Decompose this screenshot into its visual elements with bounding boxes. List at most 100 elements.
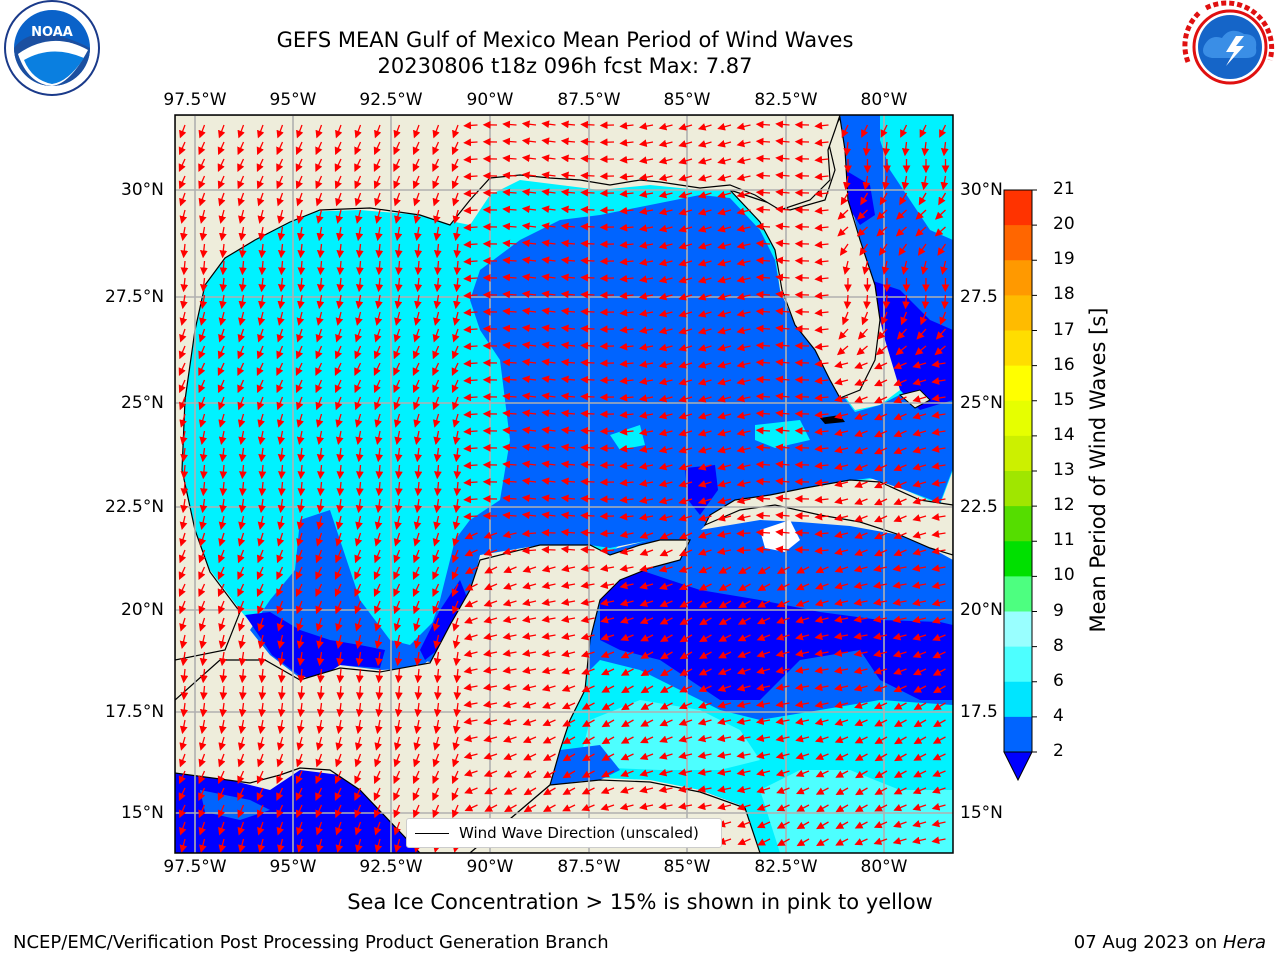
wind-arrow: [619, 189, 634, 198]
wind-arrow: [502, 341, 517, 350]
wind-arrow: [658, 139, 673, 148]
wind-arrow: [296, 430, 305, 445]
wind-arrow: [277, 447, 286, 463]
wind-arrow: [463, 172, 478, 181]
wind-arrow: [658, 309, 673, 318]
wind-arrow: [238, 209, 246, 224]
wind-arrow: [775, 222, 790, 231]
wind-arrow: [502, 205, 517, 214]
wind-arrow: [638, 428, 654, 437]
wind-arrow: [736, 479, 751, 488]
wind-arrow: [276, 328, 285, 343]
wind-arrow: [453, 243, 462, 259]
wind-arrow: [775, 307, 790, 316]
wind-arrow: [502, 375, 517, 384]
wind-arrow: [218, 396, 226, 411]
wind-arrow: [814, 342, 829, 351]
colorbar-segment: [1004, 506, 1032, 542]
wind-arrow: [335, 328, 343, 343]
wind-arrow: [335, 192, 343, 207]
wind-arrow: [297, 447, 306, 463]
wind-arrow: [931, 394, 946, 402]
wind-arrow: [843, 294, 852, 310]
wind-arrow: [297, 481, 306, 497]
wind-arrow: [433, 447, 442, 463]
wind-arrow: [502, 273, 517, 282]
wind-arrow: [854, 429, 868, 438]
wind-arrow: [697, 378, 712, 386]
wind-arrow: [541, 392, 556, 401]
lat-label-right: 22.5: [960, 497, 998, 517]
wind-arrow: [878, 243, 888, 256]
sea-ice-note: Sea Ice Concentration > 15% is shown in …: [347, 890, 933, 914]
wind-arrow: [580, 154, 595, 163]
lat-label-right: 15°N: [960, 803, 1003, 823]
wind-arrow: [920, 260, 929, 275]
colorbar-tick-label: 4: [1053, 705, 1064, 726]
nws-logo-icon: [1182, 0, 1278, 95]
wind-arrow: [296, 192, 304, 207]
wind-arrow: [560, 409, 576, 418]
colorbar-tick-label: 16: [1053, 354, 1075, 375]
wind-arrow: [736, 445, 751, 454]
wind-arrow: [336, 243, 345, 259]
colorbar-segment: [1004, 576, 1032, 612]
lat-label-left: 30°N: [121, 180, 164, 200]
wind-arrow: [199, 209, 207, 224]
wind-arrow: [373, 141, 381, 156]
wind-arrow: [256, 175, 264, 190]
wind-arrow: [638, 377, 654, 386]
wind-arrow: [854, 378, 868, 387]
wind-arrow: [921, 294, 930, 310]
wind-arrow: [521, 426, 537, 435]
wind-arrow: [316, 430, 325, 445]
wind-arrow: [931, 411, 946, 419]
lon-label-top: 85°W: [663, 90, 711, 110]
wind-arrow: [412, 158, 420, 172]
wind-arrow: [560, 137, 576, 146]
colorbar-segment: [1004, 646, 1032, 683]
wind-arrow: [678, 259, 693, 267]
wind-arrow: [521, 375, 537, 384]
wind-arrow: [278, 464, 286, 480]
wind-arrow: [256, 379, 264, 394]
wind-arrow: [355, 209, 363, 224]
wind-arrow: [502, 120, 517, 129]
wind-arrow: [521, 477, 537, 486]
wind-arrow: [354, 379, 362, 394]
wind-arrow: [736, 122, 751, 131]
wind-arrow: [638, 411, 654, 420]
wind-arrow: [838, 328, 849, 340]
wind-arrow: [463, 495, 478, 504]
wind-arrow: [560, 324, 576, 333]
wind-arrow: [619, 325, 634, 334]
lon-label-bottom: 97.5°W: [163, 857, 227, 877]
wind-arrow: [463, 444, 478, 453]
wind-arrow: [814, 240, 829, 249]
wind-arrow: [521, 494, 537, 503]
wind-arrow: [413, 396, 421, 411]
wind-arrow: [354, 192, 362, 207]
wind-arrow: [736, 156, 751, 165]
lon-label-top: 80°W: [860, 90, 908, 110]
wind-arrow: [736, 343, 751, 352]
wind-arrow: [238, 226, 247, 242]
wind-arrow: [736, 258, 751, 267]
wind-arrow: [861, 311, 869, 326]
wind-arrow: [354, 362, 362, 376]
wind-arrow: [755, 511, 771, 520]
wind-arrow: [375, 243, 384, 259]
wind-arrow: [180, 481, 189, 497]
wind-arrow: [717, 479, 732, 488]
wind-arrow: [257, 311, 266, 326]
wind-arrow: [717, 309, 732, 318]
wind-arrow: [521, 324, 537, 333]
wind-arrow: [256, 141, 264, 156]
wind-arrow: [697, 327, 712, 335]
wind-arrow: [717, 394, 732, 403]
wind-arrow: [580, 205, 595, 214]
wind-arrow: [374, 311, 383, 326]
wind-arrow: [814, 291, 829, 300]
wind-arrow: [373, 345, 382, 360]
wind-arrow: [717, 122, 732, 131]
